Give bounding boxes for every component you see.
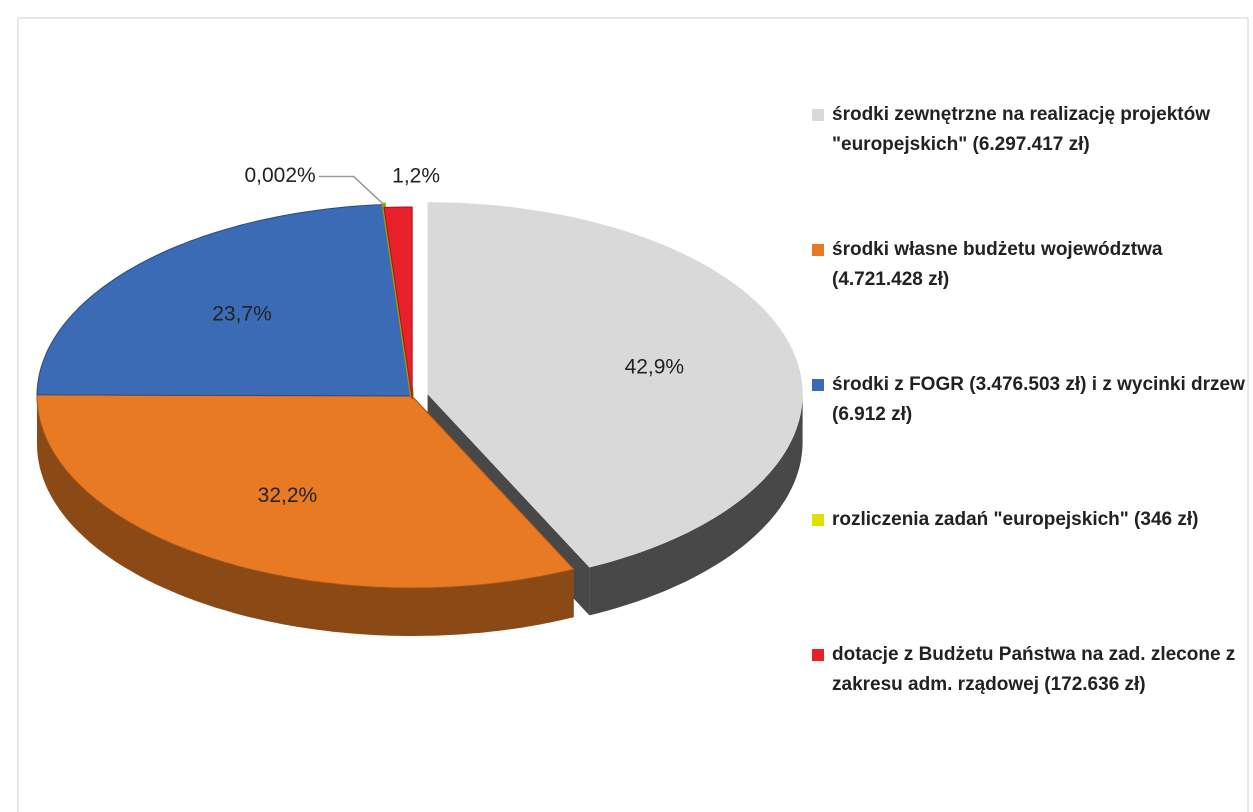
legend-entry: środki własne budżetu województwa (4.721… <box>812 235 1252 295</box>
slice <box>427 202 803 568</box>
legend-swatch <box>812 244 824 256</box>
chart-border <box>17 17 1249 812</box>
slice-side <box>37 396 574 636</box>
slice <box>36 394 575 589</box>
legend-label: środki własne budżetu województwa (4.721… <box>832 239 1163 290</box>
slice <box>383 206 413 400</box>
legend-swatch <box>812 379 824 391</box>
legend-entry: rozliczenia zadań "europejskich" (346 zł… <box>812 505 1252 535</box>
slice <box>36 203 413 397</box>
leader-line <box>318 175 385 206</box>
legend-swatch <box>812 109 824 121</box>
data-label: 32,2% <box>258 484 318 507</box>
legend-entry: środki zewnętrzne na realizację projektó… <box>812 100 1252 160</box>
legend-entry: dotacje z Budżetu Państwa na zad. zlecon… <box>812 640 1252 700</box>
data-label: 0,002% <box>244 164 315 187</box>
data-label: 23,7% <box>212 302 272 325</box>
data-label: 42,9% <box>625 355 685 378</box>
legend-label: dotacje z Budżetu Państwa na zad. zlecon… <box>832 644 1236 695</box>
legend-swatch <box>812 514 824 526</box>
legend-entry: środki z FOGR (3.476.503 zł) i z wycinki… <box>812 370 1252 430</box>
legend-swatch <box>812 649 824 661</box>
legend-label: środki z FOGR (3.476.503 zł) i z wycinki… <box>832 374 1245 425</box>
legend-label: rozliczenia zadań "europejskich" (346 zł… <box>832 509 1199 530</box>
legend-label: środki zewnętrzne na realizację projektó… <box>832 104 1211 155</box>
slice-side <box>589 394 803 616</box>
data-label: 1,2% <box>392 165 440 188</box>
